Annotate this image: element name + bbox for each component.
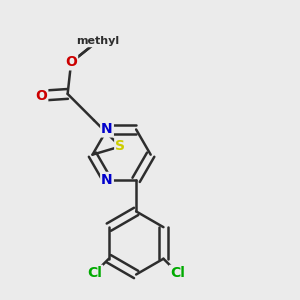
Text: N: N [101,173,113,187]
Text: O: O [35,89,47,103]
Text: O: O [65,56,77,69]
Text: Cl: Cl [87,266,102,280]
Text: Cl: Cl [170,266,185,280]
Text: methyl: methyl [76,36,119,46]
Text: N: N [101,122,113,136]
Text: S: S [115,140,125,154]
